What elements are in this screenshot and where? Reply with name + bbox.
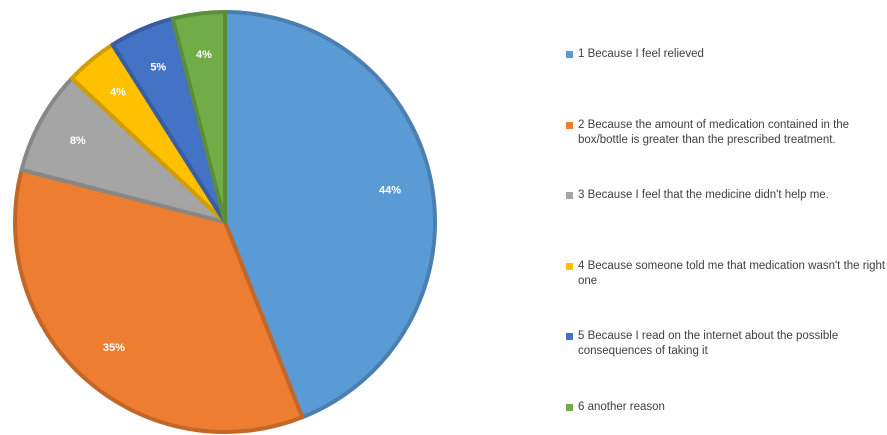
data-label-3: 8%: [70, 135, 86, 147]
data-label-4: 4%: [110, 86, 126, 98]
legend-item-1: 1 Because I feel relieved: [566, 47, 886, 62]
legend-label-1: 1 Because I feel relieved: [578, 48, 704, 60]
legend-label-5: 5 Because I read on the internet about t…: [578, 330, 839, 357]
pie-slice-6: [170, 10, 227, 224]
data-label-1: 44%: [379, 184, 401, 196]
pie-slice-1: [223, 10, 437, 420]
pie-slice-2: [13, 167, 305, 434]
legend-item-3: 3 Because I feel that the medicine didn'…: [566, 188, 886, 203]
legend-swatch-4: [566, 263, 573, 270]
legend-item-6: 6 another reason: [566, 400, 886, 415]
data-label-5: 5%: [150, 62, 166, 74]
legend-label-6: 6 another reason: [578, 401, 665, 413]
legend-swatch-5: [566, 333, 573, 340]
legend-swatch-3: [566, 192, 573, 199]
data-label-6: 4%: [196, 49, 212, 61]
legend-label-3: 3 Because I feel that the medicine didn'…: [578, 189, 829, 201]
legend-item-5: 5 Because I read on the internet about t…: [566, 329, 886, 359]
pie-data-labels: 44% 35% 8% 4% 5% 4%: [70, 49, 401, 354]
legend-label-2: 2 Because the amount of medication conta…: [578, 119, 850, 146]
legend-item-2: 2 Because the amount of medication conta…: [566, 118, 886, 148]
legend-item-4: 4 Because someone told me that medicatio…: [566, 259, 886, 289]
legend-label-4: 4 Because someone told me that medicatio…: [578, 260, 886, 287]
data-label-2: 35%: [103, 342, 125, 354]
legend-swatch-2: [566, 122, 573, 129]
legend-swatch-6: [566, 404, 573, 411]
pie-plot-area: 44% 35% 8% 4% 5% 4%: [13, 10, 437, 434]
legend-swatch-1: [566, 51, 573, 58]
pie-slices: [13, 10, 437, 434]
pie-slice-3: [19, 76, 227, 224]
legend: 1 Because I feel relieved 2 Because the …: [566, 40, 886, 425]
